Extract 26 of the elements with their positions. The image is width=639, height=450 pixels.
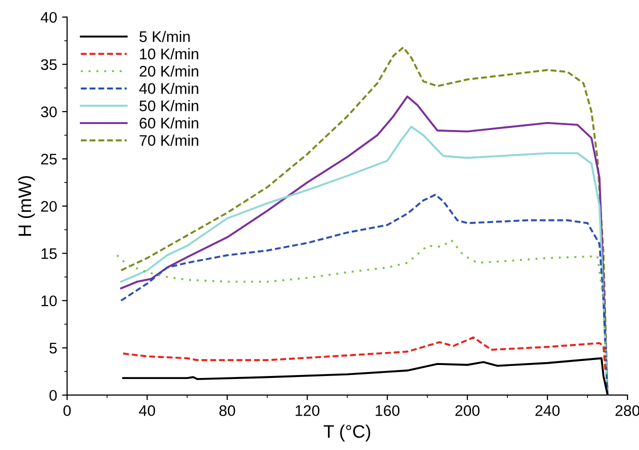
x-tick-label: 80 xyxy=(219,405,236,416)
y-tick-label: 35 xyxy=(40,59,57,70)
y-tick-label: 15 xyxy=(42,248,57,260)
x-tick-label: 40 xyxy=(139,405,156,416)
legend-label: 10 K/min xyxy=(140,48,198,60)
legend-label: 70 K/min xyxy=(140,134,198,146)
y-tick-label: 30 xyxy=(40,106,57,118)
line-series xyxy=(120,194,608,396)
x-tick-label: 240 xyxy=(535,405,560,416)
y-tick-label: 40 xyxy=(40,12,57,23)
legend-label: 60 K/min xyxy=(140,117,198,129)
legend-label: 20 K/min xyxy=(140,65,198,77)
legend-label: 5 K/min xyxy=(140,30,190,42)
y-tick-label: 0 xyxy=(49,390,57,401)
x-tick-label: 160 xyxy=(376,405,400,416)
x-tick-label: 200 xyxy=(455,405,480,416)
legend-label: 50 K/min xyxy=(140,100,198,112)
legend-label: 40 K/min xyxy=(139,82,198,94)
x-tick-label: 0 xyxy=(63,405,71,416)
y-tick-label: 5 xyxy=(49,342,57,354)
y-tick-label: 20 xyxy=(41,200,57,212)
y-tick-label: 25 xyxy=(41,154,57,165)
y-axis-title: H (mW) xyxy=(18,176,35,236)
x-tick-label: 120 xyxy=(296,405,320,416)
x-axis-title: T (°C) xyxy=(324,424,370,442)
y-tick-label: 10 xyxy=(42,295,57,306)
